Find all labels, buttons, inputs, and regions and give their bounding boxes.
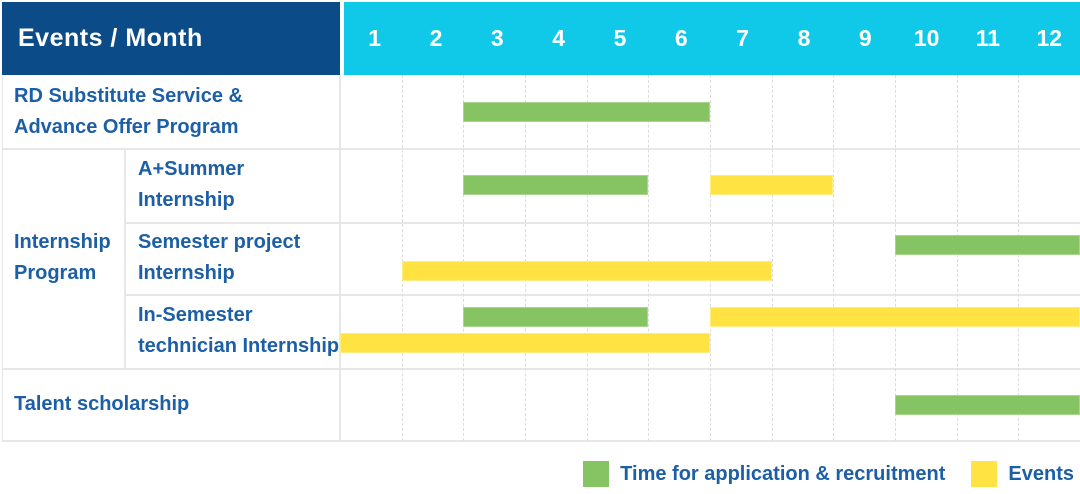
label-subcolumn-divider <box>124 148 126 368</box>
month-cell: 12 <box>1036 25 1063 51</box>
legend-item-events: Events <box>971 461 1074 487</box>
month-gridline <box>648 75 650 441</box>
month-cell: 9 <box>858 25 872 51</box>
label-chart-divider <box>339 75 341 441</box>
legend-label-application: Time for application & recruitment <box>620 462 946 485</box>
row-separator <box>124 294 1080 296</box>
sub-row-label-in-semester: In-Semester technician Internship <box>138 304 340 357</box>
legend: Time for application & recruitment Event… <box>583 461 1074 487</box>
month-gridline <box>401 75 403 441</box>
sub-row-label-semester-project: Semester project Internship <box>138 231 301 284</box>
gantt-bar-events <box>401 261 772 281</box>
month-cell: 11 <box>975 25 1001 51</box>
legend-label-events: Events <box>1008 462 1074 485</box>
row-separator <box>124 222 1080 224</box>
month-cell: 10 <box>913 25 940 51</box>
month-gridline <box>956 75 958 441</box>
gantt-bar-application <box>463 175 649 195</box>
month-gridline <box>710 75 711 441</box>
month-cell: 3 <box>490 25 504 51</box>
header-title-cell: Events / Month <box>2 2 340 75</box>
month-cell: 5 <box>613 25 627 51</box>
row-label-rd-substitute: RD Substitute Service & Advance Offer Pr… <box>14 84 243 138</box>
gantt-bar-application <box>895 394 1080 415</box>
month-cell: 6 <box>674 25 688 51</box>
gantt-bar-application <box>463 307 649 327</box>
sub-row-label-a-summer: A+Summer Internship <box>138 158 245 211</box>
month-gridline <box>833 75 835 441</box>
gantt-bar-application <box>895 235 1080 255</box>
month-gridline <box>771 75 773 441</box>
gantt-bar-application <box>463 101 710 122</box>
month-cell: 7 <box>736 25 750 51</box>
month-gridline <box>1018 75 1020 441</box>
row-label-talent-scholarship: Talent scholarship <box>14 393 190 415</box>
gantt-bar-events <box>340 333 710 353</box>
table-left-border <box>2 75 3 441</box>
legend-swatch-yellow <box>971 461 998 487</box>
group-label-internship: Internship Program <box>14 231 111 284</box>
month-cell: 8 <box>797 25 811 51</box>
legend-swatch-green <box>583 461 610 487</box>
table-bottom-border <box>2 440 1080 442</box>
month-cell: 2 <box>429 25 443 51</box>
row-separator <box>2 368 1080 370</box>
month-gridline <box>895 75 896 441</box>
row-separator <box>2 148 1080 150</box>
gantt-bar-events <box>710 307 1080 327</box>
month-gridline <box>463 75 465 441</box>
month-gridline <box>525 75 526 441</box>
month-gridline <box>586 75 588 441</box>
legend-item-application: Time for application & recruitment <box>583 461 945 487</box>
month-cell: 1 <box>368 25 382 51</box>
month-header: 1 2 3 4 5 6 7 8 9 10 11 12 <box>344 2 1080 75</box>
gantt-bar-events <box>710 175 834 195</box>
month-cell: 4 <box>552 25 566 51</box>
page-title: Events / Month <box>18 24 203 52</box>
